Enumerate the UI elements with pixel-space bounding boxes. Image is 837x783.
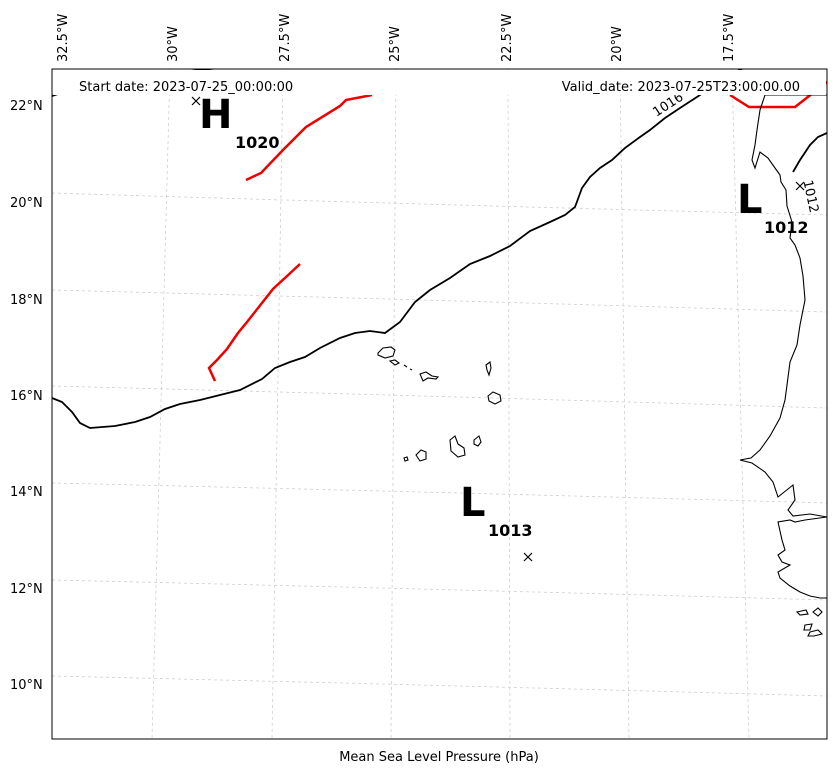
africa-coast-islands	[795, 607, 824, 637]
lon-label-30w: 30°W	[166, 26, 181, 62]
high-pressure-value: 1020	[235, 133, 280, 152]
cape-verde-islands	[377, 346, 502, 462]
lon-label-32-5w: 32.5°W	[56, 14, 71, 62]
pressure-systems: H 1020 L 1012 L 1013	[199, 92, 809, 540]
lat-label-14n: 14°N	[10, 485, 43, 500]
lat-label-12n: 12°N	[10, 582, 43, 597]
front-line-north	[245, 93, 373, 182]
africa-coastline	[739, 94, 827, 599]
isobar-label-1012: 1012	[799, 179, 821, 214]
map-frame	[51, 68, 828, 740]
map-caption: Mean Sea Level Pressure (hPa)	[339, 750, 539, 765]
lat-label-18n: 18°N	[10, 293, 43, 308]
lon-label-17-5w: 17.5°W	[722, 14, 737, 62]
lon-label-27-5w: 27.5°W	[278, 14, 293, 62]
isobar-1012	[792, 132, 827, 173]
low-pressure-value-east: 1012	[764, 218, 809, 237]
low-pressure-letter-south: L	[460, 480, 486, 526]
header-strip	[53, 70, 826, 95]
low-pressure-letter-east: L	[737, 177, 763, 223]
lat-label-10n: 10°N	[10, 678, 43, 693]
map-area: 1016 1012 1020 H 1020 L 1012 L 1013	[52, 69, 827, 739]
start-date-label: Start date: 2023-07-25_00:00:00	[79, 80, 293, 95]
lon-label-22-5w: 22.5°W	[500, 14, 515, 62]
lat-label-20n: 20°N	[10, 196, 43, 211]
lon-label-20w: 20°W	[610, 26, 625, 62]
front-line-south	[207, 263, 301, 382]
pressure-center-markers	[191, 96, 805, 562]
longitude-labels: 32.5°W 30°W 27.5°W 25°W 22.5°W 20°W 17.5…	[56, 14, 737, 62]
lat-label-16n: 16°N	[10, 389, 43, 404]
lon-label-25w: 25°W	[388, 26, 403, 62]
lat-label-22n: 22°N	[10, 99, 43, 114]
high-pressure-letter: H	[199, 92, 232, 138]
latitude-labels: 22°N 20°N 18°N 16°N 14°N 12°N 10°N	[10, 99, 43, 693]
valid-date-label: Valid_date: 2023-07-25T23:00:00.00	[562, 80, 800, 95]
isobar-1016	[52, 69, 743, 429]
low-pressure-value-south: 1013	[488, 521, 533, 540]
graticule	[52, 69, 827, 739]
